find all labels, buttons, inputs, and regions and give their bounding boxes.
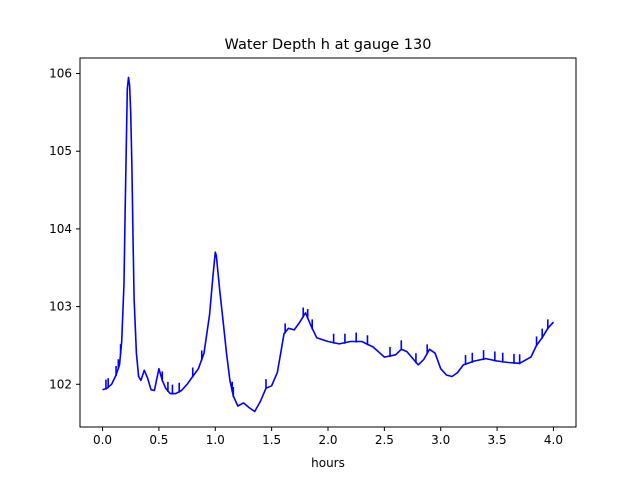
- x-axis-label: hours: [311, 456, 345, 470]
- x-tick-label: 0.0: [93, 433, 112, 447]
- x-tick-label: 3.5: [488, 433, 507, 447]
- y-tick-label: 106: [49, 67, 72, 81]
- x-tick-label: 2.5: [375, 433, 394, 447]
- x-tick-label: 4.0: [544, 433, 563, 447]
- y-axis: 102 103 104 105 106: [49, 67, 80, 391]
- y-tick-label: 105: [49, 144, 72, 158]
- y-tick-label: 102: [49, 377, 72, 391]
- y-tick-label: 104: [49, 222, 72, 236]
- x-tick-label: 2.0: [318, 433, 337, 447]
- x-tick-label: 3.0: [431, 433, 450, 447]
- plot-area-background: [80, 58, 576, 427]
- series-line: [102, 76, 555, 413]
- jitter-marks: [105, 307, 549, 397]
- chart-title: Water Depth h at gauge 130: [225, 37, 432, 53]
- x-tick-label: 1.0: [206, 433, 225, 447]
- x-axis: 0.0 0.5 1.0 1.5 2.0 2.5 3.0 3.5 4.0: [93, 427, 563, 447]
- y-tick-label: 103: [49, 300, 72, 314]
- x-tick-label: 1.5: [262, 433, 281, 447]
- x-tick-label: 0.5: [149, 433, 168, 447]
